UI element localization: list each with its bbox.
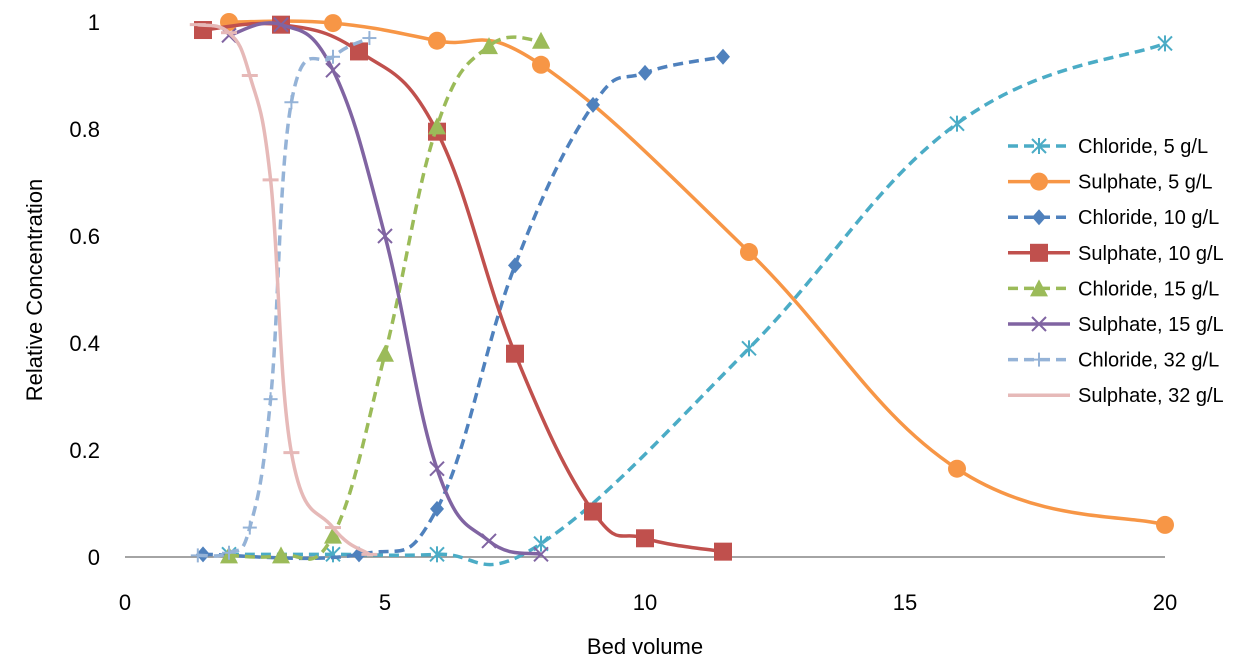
y-tick-label: 1 xyxy=(88,10,100,35)
x-axis-title: Bed volume xyxy=(587,634,703,659)
legend-swatch-marker xyxy=(1032,352,1046,367)
data-point xyxy=(741,340,757,357)
data-point xyxy=(377,228,393,244)
data-point xyxy=(532,55,550,74)
data-point xyxy=(429,461,445,477)
legend-item: Sulphate, 32 g/L xyxy=(1008,385,1224,407)
y-tick-label: 0.2 xyxy=(69,438,100,463)
series-1 xyxy=(220,13,1174,534)
data-point xyxy=(325,546,341,563)
legend-label: Sulphate, 32 g/L xyxy=(1078,385,1224,407)
data-point xyxy=(740,243,758,262)
data-point xyxy=(242,520,257,535)
data-point xyxy=(428,31,446,50)
data-point xyxy=(324,526,342,544)
data-point xyxy=(273,16,289,33)
legend-item: Chloride, 5 g/L xyxy=(1008,136,1208,158)
x-tick-labels: 0 5 10 15 20 xyxy=(119,590,1177,615)
legend-item: Chloride, 32 g/L xyxy=(1008,350,1219,372)
data-point xyxy=(480,37,498,55)
series-6 xyxy=(190,31,377,563)
data-point xyxy=(284,95,299,110)
legend-swatch-marker xyxy=(1030,172,1048,191)
data-point xyxy=(362,31,377,46)
data-point xyxy=(716,48,730,65)
data-point xyxy=(325,62,341,78)
data-point xyxy=(263,392,278,407)
legend-swatch-marker xyxy=(1031,316,1047,332)
legend-item: Sulphate, 10 g/L xyxy=(1008,243,1224,265)
data-point xyxy=(429,546,445,563)
series-line xyxy=(228,21,542,557)
x-tick-label: 20 xyxy=(1153,590,1177,615)
series-line xyxy=(197,22,371,556)
legend-item: Chloride, 10 g/L xyxy=(1008,207,1219,229)
data-point xyxy=(638,64,652,81)
legend-swatch-marker xyxy=(1030,243,1048,262)
data-point xyxy=(532,31,550,49)
data-point xyxy=(190,548,205,563)
data-point xyxy=(948,459,966,478)
legend-label: Chloride, 32 g/L xyxy=(1078,350,1219,372)
series-3 xyxy=(194,15,732,561)
legend-label: Sulphate, 5 g/L xyxy=(1078,172,1213,194)
y-tick-labels: 0 0.2 0.4 0.6 0.8 1 xyxy=(69,10,100,570)
series-layer xyxy=(189,13,1174,567)
data-point xyxy=(714,542,732,561)
data-point xyxy=(428,117,446,135)
series-line xyxy=(202,55,724,561)
series-7 xyxy=(189,22,378,556)
series-line xyxy=(197,36,371,558)
series-line xyxy=(228,19,1166,527)
legend-swatch-marker xyxy=(1031,138,1047,154)
y-tick-label: 0.6 xyxy=(69,224,100,249)
legend-item: Sulphate, 5 g/L xyxy=(1008,172,1213,194)
data-point xyxy=(533,546,549,563)
series-0 xyxy=(221,35,1173,567)
data-point xyxy=(481,533,497,549)
series-line xyxy=(202,21,724,554)
data-point xyxy=(326,49,340,64)
data-point xyxy=(1157,35,1173,52)
legend-label: Chloride, 15 g/L xyxy=(1078,278,1219,300)
data-point xyxy=(272,546,290,564)
legend-swatch-marker xyxy=(1030,279,1048,297)
legend-item: Sulphate, 15 g/L xyxy=(1008,314,1224,336)
data-point xyxy=(222,545,236,560)
data-point xyxy=(949,115,965,132)
y-tick-label: 0.4 xyxy=(69,331,100,356)
data-point xyxy=(586,96,600,113)
x-tick-label: 0 xyxy=(119,590,131,615)
x-tick-label: 5 xyxy=(379,590,391,615)
x-tick-label: 10 xyxy=(633,590,657,615)
legend: Chloride, 5 g/L Sulphate, 5 g/L Chloride, … xyxy=(1008,136,1224,407)
x-tick-label: 15 xyxy=(893,590,917,615)
data-point xyxy=(506,344,524,363)
data-point xyxy=(430,500,444,517)
data-point xyxy=(508,257,522,274)
legend-item: Chloride, 15 g/L xyxy=(1008,278,1219,300)
y-tick-label: 0 xyxy=(88,545,100,570)
series-4 xyxy=(220,31,550,564)
data-point xyxy=(376,344,394,362)
legend-label: Sulphate, 10 g/L xyxy=(1078,243,1224,265)
y-axis-title: Relative Concentration xyxy=(22,179,47,402)
data-point xyxy=(1156,515,1174,534)
data-point xyxy=(636,529,654,548)
legend-label: Chloride, 10 g/L xyxy=(1078,207,1219,229)
series-line xyxy=(228,35,542,561)
legend-label: Sulphate, 15 g/L xyxy=(1078,314,1224,336)
data-point xyxy=(324,14,342,33)
series-5 xyxy=(221,16,549,563)
legend-swatch-marker xyxy=(1032,209,1046,226)
data-point xyxy=(350,42,368,61)
series-line xyxy=(229,41,1166,567)
y-tick-label: 0.8 xyxy=(69,117,100,142)
legend-label: Chloride, 5 g/L xyxy=(1078,136,1208,158)
series-2 xyxy=(196,48,730,563)
data-point xyxy=(584,502,602,521)
